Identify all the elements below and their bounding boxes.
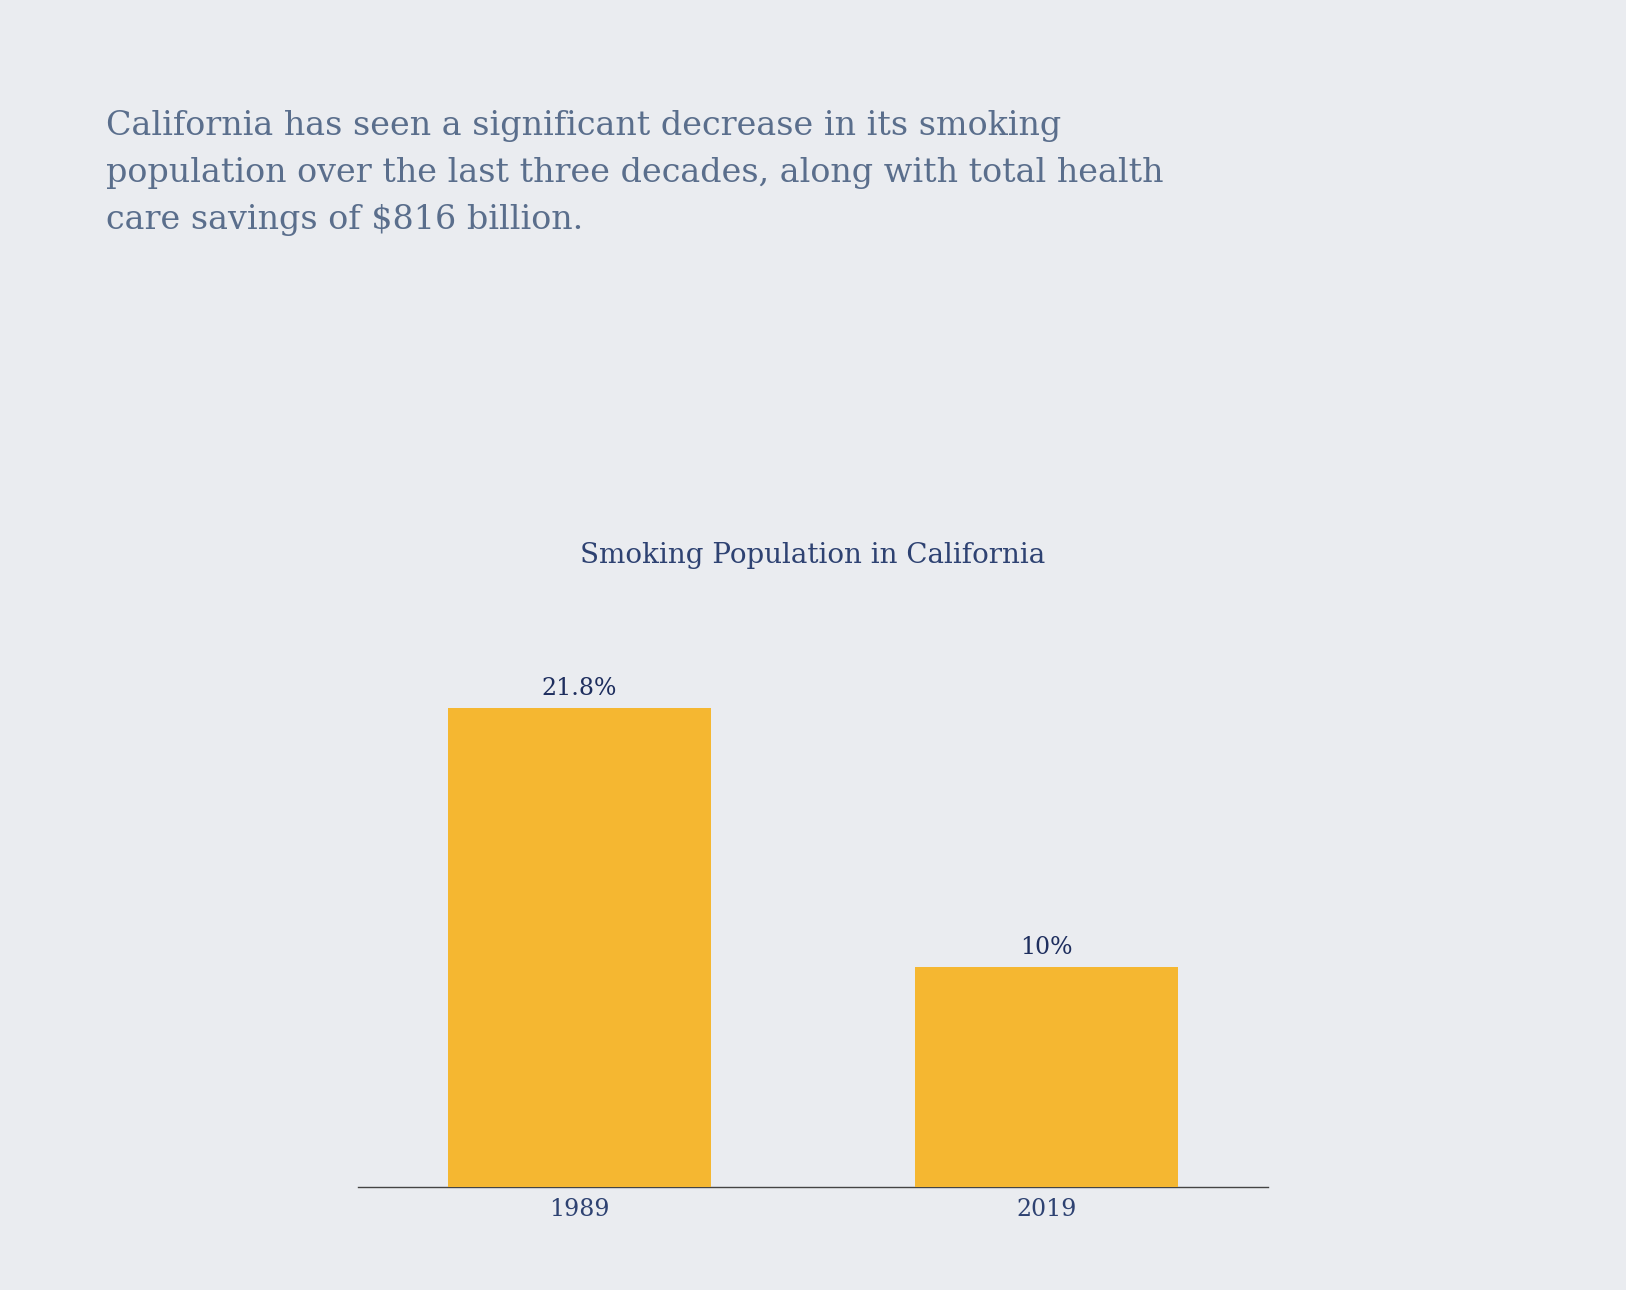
Bar xyxy=(915,968,1177,1187)
Title: Smoking Population in California: Smoking Population in California xyxy=(580,542,1046,569)
Text: 10%: 10% xyxy=(1020,937,1073,960)
Text: 21.8%: 21.8% xyxy=(541,677,618,700)
Bar xyxy=(449,708,711,1187)
Text: California has seen a significant decrease in its smoking
population over the la: California has seen a significant decrea… xyxy=(106,110,1163,236)
